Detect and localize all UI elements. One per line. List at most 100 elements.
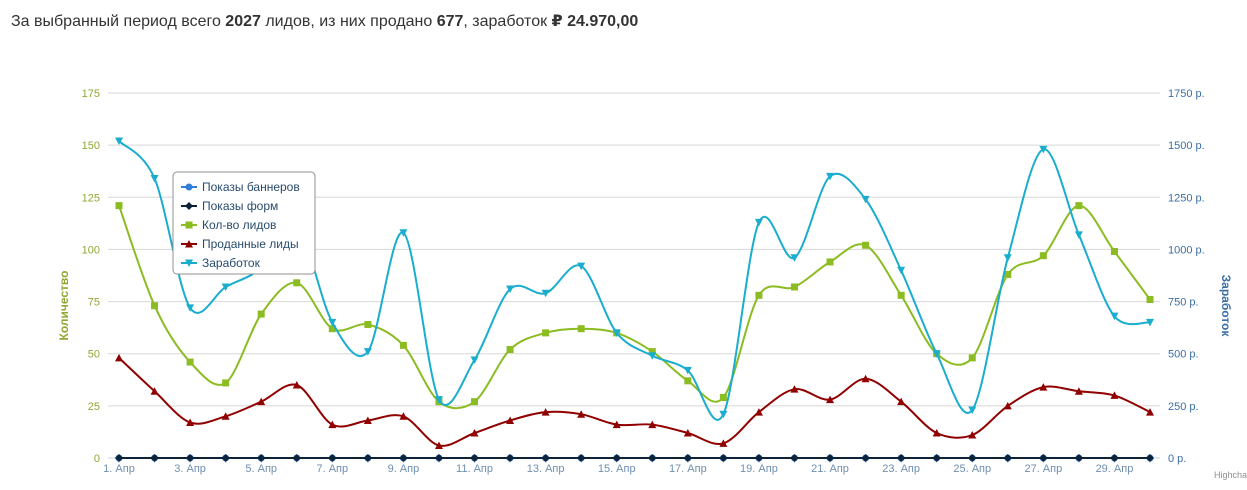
data-point[interactable] [826,172,835,181]
data-point[interactable] [186,304,195,312]
data-point[interactable] [754,454,763,462]
data-point[interactable] [861,195,870,204]
data-point[interactable] [1110,454,1119,462]
legend-marker[interactable] [185,259,193,268]
data-point[interactable] [328,318,337,327]
data-point[interactable] [862,241,870,249]
data-point[interactable] [363,348,372,356]
data-point[interactable] [399,229,408,237]
data-point[interactable] [1110,248,1118,256]
data-point[interactable] [292,454,301,462]
data-point[interactable] [897,266,906,275]
data-point[interactable] [186,418,195,427]
data-point[interactable] [648,352,657,360]
legend-marker[interactable] [185,183,193,191]
data-point[interactable] [328,454,337,462]
data-point[interactable] [684,377,692,385]
data-point[interactable] [221,454,230,462]
data-point[interactable] [471,398,479,406]
data-point[interactable] [1039,383,1048,391]
data-point[interactable] [1074,454,1083,462]
data-point[interactable] [506,346,514,354]
legend-marker[interactable] [185,221,193,229]
data-point[interactable] [897,291,905,299]
data-point[interactable] [1146,318,1154,327]
data-point[interactable] [399,341,407,349]
data-point[interactable] [683,454,692,462]
data-point[interactable] [612,420,621,429]
data-point[interactable] [257,397,266,406]
data-point[interactable] [1074,387,1083,395]
data-point[interactable] [328,420,337,429]
data-point[interactable] [115,137,123,145]
data-point[interactable] [1039,145,1048,154]
data-point[interactable] [648,420,657,429]
data-point[interactable] [754,218,763,227]
data-point[interactable] [1110,391,1119,399]
data-point[interactable] [683,428,692,437]
data-point[interactable] [1074,231,1083,239]
data-point[interactable] [612,454,621,462]
legend-marker[interactable] [185,202,193,210]
data-point[interactable] [363,416,372,424]
data-point[interactable] [292,381,301,389]
data-point[interactable] [328,325,336,333]
data-point[interactable] [150,175,159,183]
data-point[interactable] [790,454,799,462]
data-point[interactable] [470,454,479,462]
data-point[interactable] [897,454,906,462]
data-point[interactable] [932,428,941,437]
data-point[interactable] [932,454,941,462]
data-point[interactable] [221,412,230,420]
data-point[interactable] [293,279,301,287]
data-point[interactable] [790,254,799,262]
data-point[interactable] [1146,408,1154,416]
data-point[interactable] [541,289,550,298]
data-point[interactable] [541,454,550,462]
data-point[interactable] [115,353,123,362]
data-point[interactable] [257,310,265,318]
data-point[interactable] [186,454,195,462]
data-point[interactable] [861,454,870,462]
legend-item[interactable]: Проданные лиды [181,237,299,251]
data-point[interactable] [470,428,479,437]
data-point[interactable] [1039,454,1048,462]
data-point[interactable] [257,454,266,462]
data-point[interactable] [719,394,727,402]
data-point[interactable] [577,325,585,333]
legend-item[interactable]: Кол-во лидов [181,218,276,232]
data-point[interactable] [648,348,656,356]
data-point[interactable] [1003,454,1012,462]
data-point[interactable] [1146,295,1154,303]
data-point[interactable] [826,258,834,266]
data-point[interactable] [861,374,870,383]
data-point[interactable] [541,408,550,416]
data-point[interactable] [932,350,941,358]
legend-item[interactable]: Показы баннеров [181,180,300,194]
data-point[interactable] [434,441,443,449]
data-point[interactable] [1003,254,1012,262]
data-point[interactable] [506,454,515,462]
legend-marker[interactable] [185,240,193,248]
data-point[interactable] [1039,252,1047,260]
data-point[interactable] [968,454,977,462]
data-point[interactable] [434,396,443,404]
data-point[interactable] [434,454,443,462]
data-point[interactable] [897,397,906,406]
data-point[interactable] [826,454,835,462]
data-point[interactable] [577,410,586,418]
legend-item[interactable]: Заработок [181,256,261,270]
legend-item[interactable]: Показы форм [181,199,278,213]
data-point[interactable] [542,329,550,337]
data-point[interactable] [790,283,798,291]
data-point[interactable] [150,387,159,395]
data-point[interactable] [719,410,728,419]
data-point[interactable] [222,379,230,387]
data-point[interactable] [968,354,976,362]
data-point[interactable] [506,285,515,294]
data-point[interactable] [968,406,977,415]
data-point[interactable] [1110,312,1119,321]
data-point[interactable] [1003,401,1012,410]
data-point[interactable] [363,454,372,462]
data-point[interactable] [826,395,835,404]
